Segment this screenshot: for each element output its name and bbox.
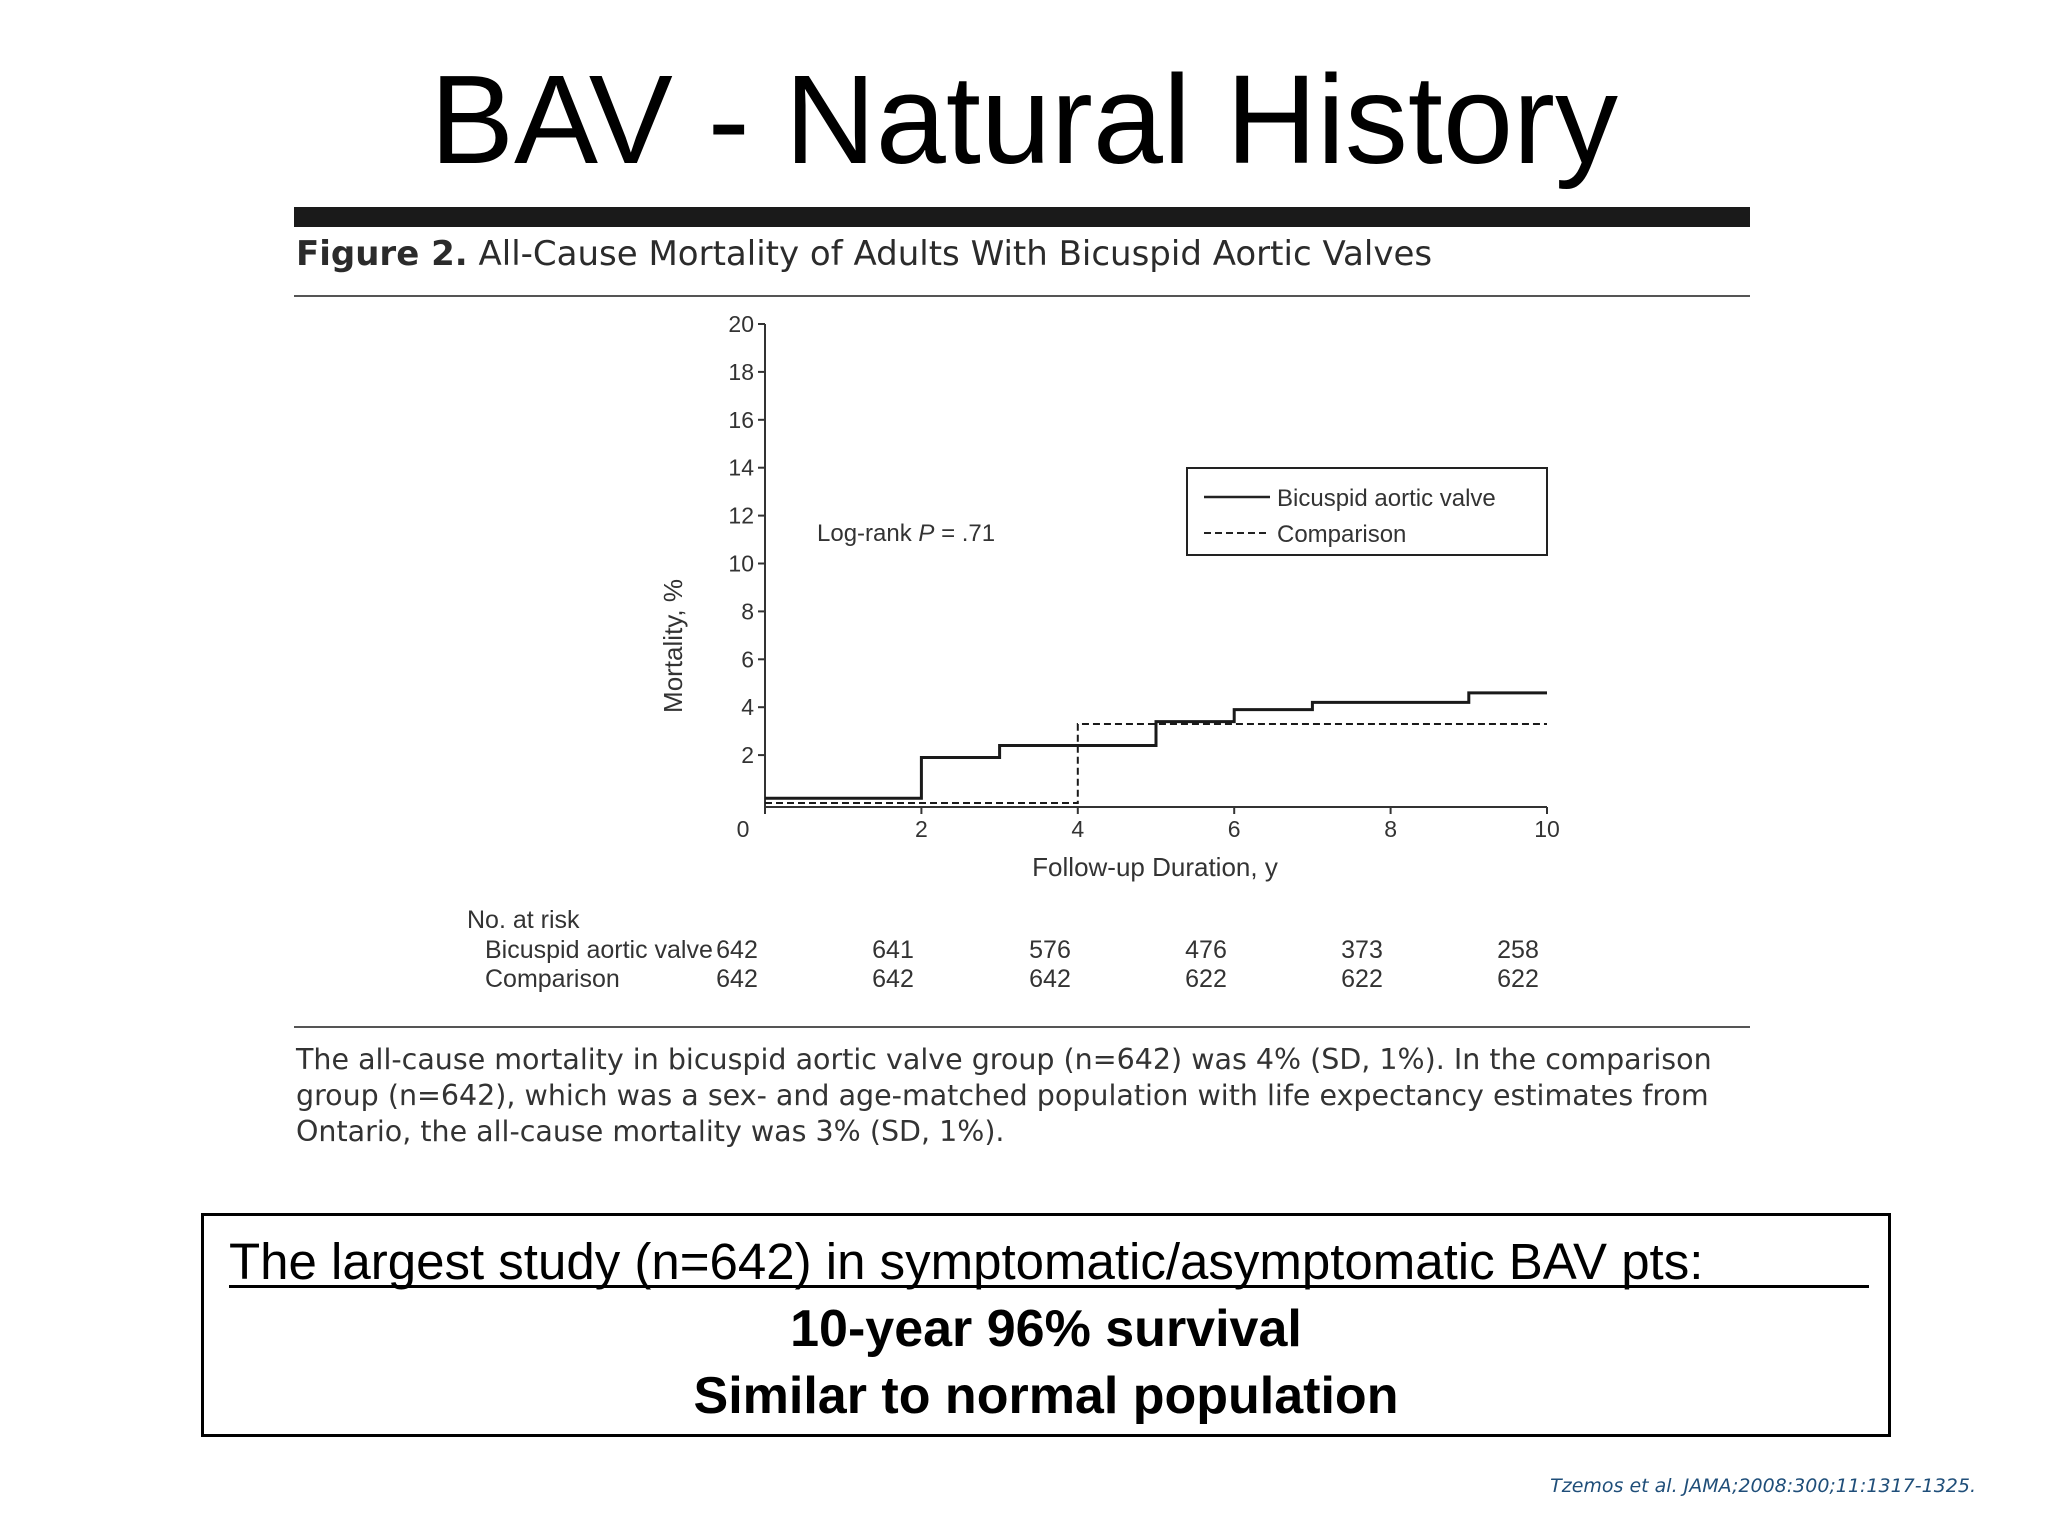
risk-cell: 642 bbox=[716, 965, 758, 993]
risk-table-heading: No. at risk bbox=[467, 906, 580, 934]
y-axis-label: Mortality, % bbox=[658, 579, 688, 713]
y-tick-label: 2 bbox=[741, 742, 754, 768]
x-tick-label: 8 bbox=[1384, 816, 1397, 842]
y-tick-label: 10 bbox=[728, 551, 754, 577]
y-tick-label: 20 bbox=[728, 311, 754, 337]
risk-cell: 622 bbox=[1497, 965, 1539, 993]
log-rank-annotation: Log-rank P = .71 bbox=[817, 520, 995, 547]
risk-cell: 642 bbox=[716, 936, 758, 964]
chart-series bbox=[765, 691, 1547, 804]
risk-row-label-bicuspid: Bicuspid aortic valve bbox=[485, 936, 713, 964]
risk-row-label-comparison: Comparison bbox=[485, 965, 620, 993]
y-tick-label: 18 bbox=[728, 359, 754, 385]
summary-box: The largest study (n=642) in symptomatic… bbox=[201, 1213, 1891, 1437]
number-at-risk-table: No. at risk Bicuspid aortic valve Compar… bbox=[467, 906, 1667, 1016]
risk-cell: 622 bbox=[1185, 965, 1227, 993]
risk-cell: 373 bbox=[1341, 936, 1383, 964]
risk-cell: 642 bbox=[872, 965, 914, 993]
chart-ticks: 2 4 6 8 10 12 14 16 18 20 0 2 4 6 8 10 bbox=[728, 311, 1559, 842]
y-tick-label: 14 bbox=[728, 455, 754, 481]
slide-title: BAV - Natural History bbox=[430, 49, 1618, 190]
summary-underline bbox=[229, 1285, 1869, 1288]
risk-cell: 576 bbox=[1029, 936, 1071, 964]
y-tick-label: 4 bbox=[741, 694, 754, 720]
legend-label-bicuspid: Bicuspid aortic valve bbox=[1277, 485, 1496, 512]
summary-survival-line: 10-year 96% survival bbox=[790, 1300, 1302, 1358]
mortality-chart: 2 4 6 8 10 12 14 16 18 20 0 2 4 6 8 10 Mortality, % Fol… bbox=[658, 311, 1560, 882]
x-axis-label: Follow-up Duration, y bbox=[1032, 852, 1278, 882]
x-tick-label: 2 bbox=[915, 816, 928, 842]
risk-cell: 641 bbox=[872, 936, 914, 964]
y-tick-label: 8 bbox=[741, 598, 754, 624]
legend-box bbox=[1186, 467, 1548, 556]
legend-label-comparison: Comparison bbox=[1277, 521, 1406, 548]
citation: Tzemos et al. JAMA;2008:300;11:1317-1325… bbox=[1550, 1475, 1976, 1497]
chart-legend: Bicuspid aortic valve Comparison bbox=[1186, 467, 1548, 556]
figure-divider-bottom bbox=[294, 1026, 1750, 1028]
figure-divider-top bbox=[294, 295, 1750, 297]
summary-study-line: The largest study (n=642) in symptomatic… bbox=[229, 1233, 1704, 1290]
series-line-bicuspid bbox=[765, 691, 1547, 800]
figure-title-text: All-Cause Mortality of Adults With Bicus… bbox=[478, 234, 1433, 274]
y-tick-label: 16 bbox=[728, 407, 754, 433]
x-tick-label: 4 bbox=[1071, 816, 1084, 842]
summary-comparison-line: Similar to normal population bbox=[693, 1367, 1399, 1425]
y-tick-label: 6 bbox=[741, 646, 754, 672]
figure-top-bar bbox=[294, 207, 1750, 227]
figure-title: Figure 2. All-Cause Mortality of Adults … bbox=[296, 234, 1432, 274]
risk-cell: 622 bbox=[1341, 965, 1383, 993]
risk-cell: 476 bbox=[1185, 936, 1227, 964]
risk-cell: 642 bbox=[1029, 965, 1071, 993]
figure-panel: Figure 2. All-Cause Mortality of Adults … bbox=[292, 206, 1752, 1161]
figure-label: Figure 2. bbox=[296, 234, 468, 274]
figure-notes: The all-cause mortality in bicuspid aort… bbox=[296, 1043, 1712, 1148]
y-tick-label: 12 bbox=[728, 503, 754, 529]
x-tick-label: 0 bbox=[737, 816, 750, 842]
risk-cell: 258 bbox=[1497, 936, 1539, 964]
x-tick-label: 10 bbox=[1534, 816, 1560, 842]
chart-axes bbox=[764, 324, 1547, 808]
series-line-comparison bbox=[765, 722, 1547, 804]
x-tick-label: 6 bbox=[1228, 816, 1241, 842]
